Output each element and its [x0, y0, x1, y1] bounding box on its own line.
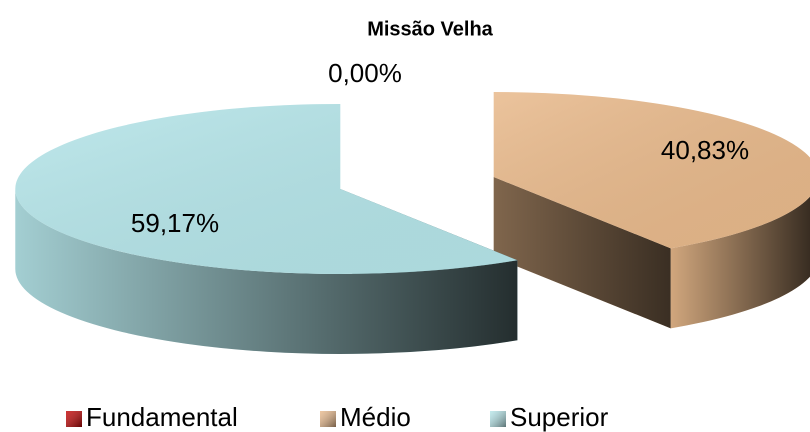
legend-label: Superior: [510, 402, 609, 432]
slice: [493, 92, 810, 329]
chart-title: Missão Velha: [367, 18, 493, 40]
data-label: 59,17%: [131, 208, 219, 238]
legend-label: Médio: [340, 402, 411, 432]
data-label: 40,83%: [661, 135, 749, 165]
legend-label: Fundamental: [86, 402, 238, 432]
legend: Fundamental Médio Superior: [66, 402, 609, 432]
data-labels: 0,00% 40,83% 59,17%: [131, 58, 749, 238]
data-label: 0,00%: [328, 58, 402, 88]
slice: [15, 103, 518, 354]
legend-swatch-shade: [320, 411, 336, 427]
slice-top-shade: [15, 103, 518, 274]
legend-swatch-shade: [490, 411, 506, 427]
slice-face-shade: [493, 177, 671, 329]
pie: [15, 92, 810, 354]
legend-swatch-shade: [66, 411, 82, 427]
slice-top-shade: [493, 92, 810, 249]
slice-side-shade: [15, 188, 518, 354]
slice-side-shade: [670, 196, 810, 329]
